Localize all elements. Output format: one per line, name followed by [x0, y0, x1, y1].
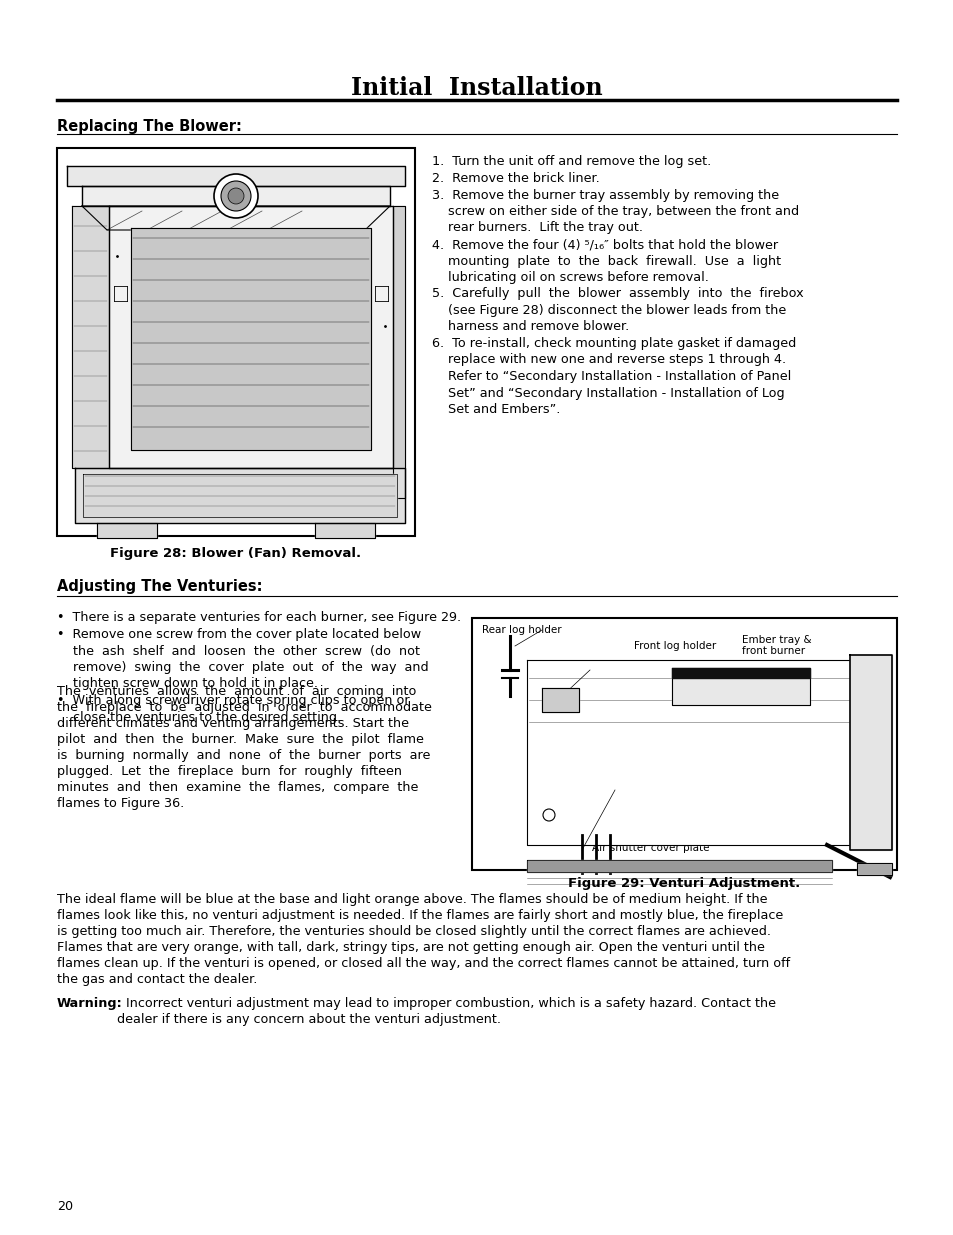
Text: The  venturies  allows  the  amount  of  air  coming  into: The venturies allows the amount of air c…: [57, 685, 416, 699]
Text: close the venturies to the desired setting.: close the venturies to the desired setti…: [57, 710, 341, 724]
Text: dealer if there is any concern about the venturi adjustment.: dealer if there is any concern about the…: [97, 1014, 500, 1026]
Polygon shape: [314, 522, 375, 538]
Text: is getting too much air. Therefore, the venturies should be closed slightly unti: is getting too much air. Therefore, the …: [57, 925, 770, 939]
Text: 4.  Remove the four (4) ⁵/₁₆″ bolts that hold the blower: 4. Remove the four (4) ⁵/₁₆″ bolts that …: [432, 238, 778, 251]
Text: minutes  and  then  examine  the  flames,  compare  the: minutes and then examine the flames, com…: [57, 782, 418, 794]
Text: Figure 29: Venturi Adjustment.: Figure 29: Venturi Adjustment.: [568, 877, 800, 889]
Text: The ideal flame will be blue at the base and light orange above. The flames shou: The ideal flame will be blue at the base…: [57, 893, 767, 906]
Polygon shape: [671, 668, 809, 678]
Polygon shape: [71, 206, 109, 468]
Bar: [57, 148, 415, 536]
Text: plugged.  Let  the  fireplace  burn  for  roughly  fifteen: plugged. Let the fireplace burn for roug…: [57, 766, 401, 778]
Text: rear burners.  Lift the tray out.: rear burners. Lift the tray out.: [432, 221, 642, 235]
Bar: [472, 618, 896, 869]
Text: is  burning  normally  and  none  of  the  burner  ports  are: is burning normally and none of the burn…: [57, 750, 430, 762]
Text: •  With along screwdriver rotate spring clips to open or: • With along screwdriver rotate spring c…: [57, 694, 409, 706]
Polygon shape: [541, 688, 578, 713]
Text: Figure 28: Blower (Fan) Removal.: Figure 28: Blower (Fan) Removal.: [111, 547, 361, 561]
Text: Venturies: Venturies: [569, 785, 618, 795]
Text: 2.  Remove the brick liner.: 2. Remove the brick liner.: [432, 172, 599, 185]
Text: Rear log holder: Rear log holder: [481, 625, 561, 635]
Text: replace with new one and reverse steps 1 through 4.: replace with new one and reverse steps 1…: [432, 353, 785, 367]
Text: Front log holder: Front log holder: [634, 641, 716, 651]
Polygon shape: [526, 860, 831, 872]
Text: Rear burner: Rear burner: [543, 664, 605, 676]
Text: Flames that are very orange, with tall, dark, stringy tips, are not getting enou: Flames that are very orange, with tall, …: [57, 941, 764, 955]
Text: •  Remove one screw from the cover plate located below: • Remove one screw from the cover plate …: [57, 629, 420, 641]
Text: harness and remove blower.: harness and remove blower.: [432, 321, 629, 333]
Text: Gold bar: Gold bar: [786, 827, 831, 839]
Text: flames to Figure 36.: flames to Figure 36.: [57, 798, 184, 810]
Polygon shape: [67, 165, 405, 186]
Text: Set” and “Secondary Installation - Installation of Log: Set” and “Secondary Installation - Insta…: [432, 387, 783, 399]
Text: remove)  swing  the  cover  plate  out  of  the  way  and: remove) swing the cover plate out of the…: [57, 661, 428, 674]
Polygon shape: [75, 468, 405, 522]
Circle shape: [228, 188, 244, 204]
Text: Air shutter cover plate: Air shutter cover plate: [592, 844, 709, 853]
Polygon shape: [526, 659, 851, 845]
Text: Incorrect venturi adjustment may lead to improper combustion, which is a safety : Incorrect venturi adjustment may lead to…: [122, 998, 775, 1010]
Polygon shape: [849, 655, 891, 850]
Text: Screwdriver: Screwdriver: [796, 798, 859, 808]
Text: Set and Embers”.: Set and Embers”.: [432, 403, 559, 416]
Circle shape: [542, 809, 555, 821]
Text: 1.  Turn the unit off and remove the log set.: 1. Turn the unit off and remove the log …: [432, 156, 711, 168]
Text: •  There is a separate venturies for each burner, see Figure 29.: • There is a separate venturies for each…: [57, 611, 460, 625]
Text: Initial  Installation: Initial Installation: [351, 77, 602, 100]
Text: the  ash  shelf  and  loosen  the  other  screw  (do  not: the ash shelf and loosen the other screw…: [57, 645, 419, 657]
Polygon shape: [131, 228, 371, 450]
Text: 6.  To re-install, check mounting plate gasket if damaged: 6. To re-install, check mounting plate g…: [432, 337, 796, 350]
Circle shape: [221, 182, 251, 211]
Text: pilot  and  then  the  burner.  Make  sure  the  pilot  flame: pilot and then the burner. Make sure the…: [57, 734, 423, 746]
Text: 3.  Remove the burner tray assembly by removing the: 3. Remove the burner tray assembly by re…: [432, 189, 779, 201]
Text: Door: Door: [834, 673, 860, 683]
Text: 20: 20: [57, 1199, 73, 1213]
Text: screw on either side of the tray, between the front and: screw on either side of the tray, betwee…: [432, 205, 799, 219]
Text: Refer to “Secondary Installation - Installation of Panel: Refer to “Secondary Installation - Insta…: [432, 370, 790, 383]
Polygon shape: [97, 522, 157, 538]
Polygon shape: [82, 186, 390, 206]
Text: front burner: front burner: [741, 646, 804, 656]
Text: different climates and venting arrangements. Start the: different climates and venting arrangeme…: [57, 718, 409, 730]
Polygon shape: [83, 474, 396, 517]
Text: the gas and contact the dealer.: the gas and contact the dealer.: [57, 973, 257, 987]
Polygon shape: [856, 863, 891, 876]
Text: flames look like this, no venturi adjustment is needed. If the flames are fairly: flames look like this, no venturi adjust…: [57, 909, 782, 923]
Text: Warning:: Warning:: [57, 998, 123, 1010]
Polygon shape: [82, 206, 390, 230]
Polygon shape: [393, 206, 405, 498]
Text: mounting  plate  to  the  back  firewall.  Use  a  light: mounting plate to the back firewall. Use…: [432, 254, 781, 268]
Text: the  fireplace  to  be  adjusted  in  order  to  accommodate: the fireplace to be adjusted in order to…: [57, 701, 432, 715]
Text: lubricating oil on screws before removal.: lubricating oil on screws before removal…: [432, 270, 708, 284]
Circle shape: [213, 174, 257, 219]
Text: 5.  Carefully  pull  the  blower  assembly  into  the  firebox: 5. Carefully pull the blower assembly in…: [432, 288, 802, 300]
Text: Adjusting The Venturies:: Adjusting The Venturies:: [57, 578, 262, 594]
Text: flames clean up. If the venturi is opened, or closed all the way, and the correc: flames clean up. If the venturi is opene…: [57, 957, 789, 971]
Polygon shape: [109, 206, 393, 468]
Text: (see Figure 28) disconnect the blower leads from the: (see Figure 28) disconnect the blower le…: [432, 304, 785, 317]
Text: Replacing The Blower:: Replacing The Blower:: [57, 119, 242, 133]
Text: Ember tray &: Ember tray &: [741, 635, 811, 645]
Polygon shape: [671, 668, 809, 705]
Text: tighten screw down to hold it in place.: tighten screw down to hold it in place.: [57, 678, 317, 690]
